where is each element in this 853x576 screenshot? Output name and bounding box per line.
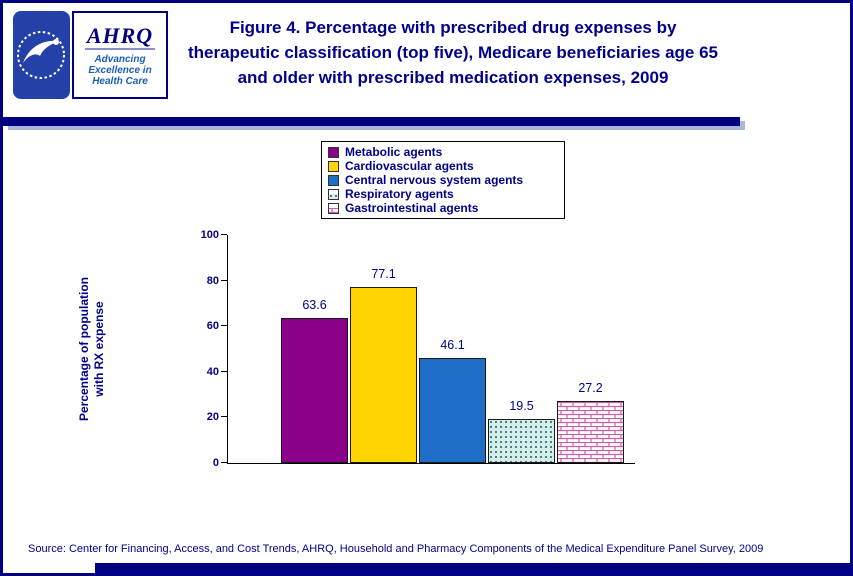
y-tick-mark bbox=[221, 325, 227, 327]
chart-legend: Metabolic agents Cardiovascular agents Cen… bbox=[321, 141, 565, 219]
ahrq-tagline: Advancing Excellence in Health Care bbox=[88, 54, 151, 87]
bar-cardiovascular-agents bbox=[350, 287, 417, 463]
bar-value-label: 77.1 bbox=[371, 267, 396, 281]
legend-swatch bbox=[328, 202, 339, 214]
legend-item: Metabolic agents bbox=[328, 145, 558, 159]
bar-value-label: 63.6 bbox=[302, 298, 327, 312]
plot-area: 63.6 77.1 46.1 19.5 27.2 bbox=[221, 234, 635, 463]
y-tick-mark bbox=[221, 462, 227, 463]
y-tick-label: 20 bbox=[206, 411, 219, 424]
legend-swatch bbox=[328, 174, 339, 186]
tagline-line: Health Care bbox=[92, 75, 148, 87]
bar-gastrointestinal-agents bbox=[557, 401, 624, 463]
y-tick-mark bbox=[221, 234, 227, 235]
tagline-line: Excellence in bbox=[88, 64, 152, 76]
legend-swatch bbox=[328, 146, 339, 158]
y-tick-mark bbox=[221, 416, 227, 418]
legend-item: Central nervous system agents bbox=[328, 173, 558, 187]
y-tick-label: 40 bbox=[206, 365, 219, 378]
legend-label: Metabolic agents bbox=[345, 145, 443, 159]
eagle-icon bbox=[17, 31, 65, 79]
figure-title-line: Figure 4. Percentage with prescribed dru… bbox=[229, 18, 677, 37]
figure-title-line: therapeutic classification (top five), M… bbox=[187, 43, 719, 62]
y-tick-label: 80 bbox=[206, 274, 219, 287]
bar-central-nervous-system-agents bbox=[419, 358, 486, 463]
hhs-seal bbox=[13, 11, 70, 99]
bar-value-label: 19.5 bbox=[509, 399, 534, 413]
x-axis-line bbox=[227, 463, 635, 464]
y-tick-label: 100 bbox=[200, 229, 219, 241]
y-tick-label: 0 bbox=[212, 457, 219, 469]
y-tick-label: 60 bbox=[206, 320, 219, 333]
figure-title: Figure 4. Percentage with prescribed dru… bbox=[173, 15, 733, 90]
legend-item: Cardiovascular agents bbox=[328, 159, 558, 173]
tagline-line: Advancing bbox=[94, 53, 146, 65]
bar-value-label: 27.2 bbox=[578, 381, 603, 395]
ahrq-logo: AHRQ Advancing Excellence in Health Care bbox=[13, 11, 168, 99]
bar-metabolic-agents bbox=[281, 318, 348, 463]
legend-label: Central nervous system agents bbox=[345, 173, 524, 187]
legend-label: Cardiovascular agents bbox=[345, 159, 474, 173]
y-axis-line bbox=[227, 235, 228, 464]
legend-item: Respiratory agents bbox=[328, 187, 558, 201]
bar-respiratory-agents bbox=[488, 419, 555, 463]
y-axis-title: Percentage of population with RX expense bbox=[77, 277, 106, 422]
source-note: Source: Center for Financing, Access, an… bbox=[28, 543, 764, 555]
legend-label: Respiratory agents bbox=[345, 187, 454, 201]
ahrq-wordmark: AHRQ bbox=[84, 22, 156, 50]
bar-value-label: 46.1 bbox=[440, 338, 465, 352]
legend-swatch bbox=[328, 188, 339, 200]
y-axis-tick-labels: 0 20 40 60 80 100 bbox=[181, 229, 219, 469]
ahrq-wordmark-box: AHRQ Advancing Excellence in Health Care bbox=[72, 11, 168, 99]
legend-item: Gastrointestinal agents bbox=[328, 201, 558, 215]
figure-title-line: and older with prescribed medication exp… bbox=[237, 68, 669, 87]
footer-accent-bar bbox=[95, 563, 850, 573]
header-divider-bar bbox=[3, 117, 740, 126]
legend-label: Gastrointestinal agents bbox=[345, 201, 479, 215]
y-tick-mark bbox=[221, 279, 227, 281]
y-tick-mark bbox=[221, 370, 227, 372]
legend-swatch bbox=[328, 160, 339, 172]
